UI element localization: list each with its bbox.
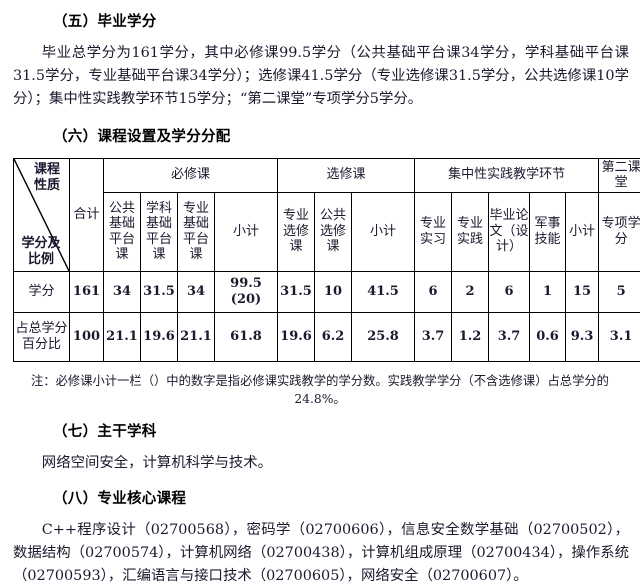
cell-pct-required-subtotal: 61.8: [215, 312, 278, 361]
spacer-before-note: [0, 362, 640, 372]
spacer-after-heading-five: [0, 31, 640, 42]
cell-pct-elective-subtotal: 25.8: [352, 312, 415, 361]
subheader-required-subtotal: 小计: [215, 192, 278, 271]
section-seven-paragraph: 网络空间安全，计算机科学与技术。: [0, 452, 640, 475]
spacer-before-heading-seven: [0, 408, 640, 420]
cell-credits-major-basic: 34: [178, 271, 215, 312]
cell-pct-total: 100: [70, 312, 104, 361]
cell-pct-special: 3.1: [599, 312, 640, 361]
cell-pct-public-basic: 21.1: [104, 312, 141, 361]
group-header-second-classroom: 第二课堂: [599, 158, 640, 192]
subheader-graduation-thesis: 毕业论文（设计）: [489, 192, 530, 271]
table-sub-header-row: 公共基础平台课 学科基础平台课 专业基础平台课 小计 专业选修课 公共选修课 小…: [14, 192, 640, 271]
cell-credits-elective-subtotal: 41.5: [352, 271, 415, 312]
subheader-major-internship: 专业实习: [415, 192, 452, 271]
cell-credits-discipline-basic: 31.5: [141, 271, 178, 312]
cell-pct-military-skills: 0.6: [530, 312, 566, 361]
group-header-elective: 选修课: [278, 158, 415, 192]
subheader-elective-subtotal: 小计: [352, 192, 415, 271]
cell-pct-major-practice: 1.2: [452, 312, 489, 361]
credits-table-wrapper: 课程性质 学分及比例 合计 必修课 选修课 集中性实践教学环节 第二课堂 公共基…: [0, 158, 640, 362]
spacer-top: [0, 0, 640, 10]
subheader-public-basic-platform: 公共基础平台课: [104, 192, 141, 271]
cell-credits-major-elective: 31.5: [278, 271, 315, 312]
cell-credits-required-subtotal: 99.5 (20): [215, 271, 278, 312]
cell-credits-graduation-thesis: 6: [489, 271, 530, 312]
cell-credits-total: 161: [70, 271, 104, 312]
section-heading-seven: （七）主干学科: [0, 420, 640, 441]
section-heading-six: （六）课程设置及学分分配: [0, 125, 640, 146]
table-note: 注：必修课小计一栏（）中的数字是指必修课实践教学的学分数。实践教学学分（不含选修…: [0, 372, 640, 408]
cell-pct-major-basic: 21.1: [178, 312, 215, 361]
row-label-percentage: 占总学分百分比: [14, 312, 70, 361]
required-subtotal-value: 99.5: [215, 276, 277, 292]
cell-credits-special: 5: [599, 271, 640, 312]
subheader-major-basic-platform: 专业基础平台课: [178, 192, 215, 271]
subheader-discipline-basic-platform: 学科基础平台课: [141, 192, 178, 271]
corner-label-course-nature: 课程性质: [30, 162, 64, 194]
subheader-major-elective: 专业选修课: [278, 192, 315, 271]
subheader-public-elective: 公共选修课: [315, 192, 352, 271]
document-page: （五）毕业学分 毕业总学分为161学分，其中必修课99.5学分（公共基础平台课3…: [0, 0, 640, 550]
cell-credits-military-skills: 1: [530, 271, 566, 312]
subheader-major-practice: 专业实践: [452, 192, 489, 271]
subheader-practice-subtotal: 小计: [566, 192, 599, 271]
cell-credits-practice-subtotal: 15: [566, 271, 599, 312]
row-label-credits: 学分: [14, 271, 70, 312]
cell-credits-major-practice: 2: [452, 271, 489, 312]
corner-label-credit-ratio: 学分及比例: [18, 236, 64, 268]
table-group-header-row: 课程性质 学分及比例 合计 必修课 选修课 集中性实践教学环节 第二课堂: [14, 158, 640, 192]
subheader-special-credits: 专项学分: [599, 192, 640, 271]
section-heading-five: （五）毕业学分: [0, 10, 640, 31]
section-five-paragraph: 毕业总学分为161学分，其中必修课99.5学分（公共基础平台课34学分，学科基础…: [0, 42, 640, 112]
credits-distribution-table: 课程性质 学分及比例 合计 必修课 选修课 集中性实践教学环节 第二课堂 公共基…: [13, 158, 640, 362]
spacer-before-table: [0, 146, 640, 158]
subheader-military-skills: 军事技能: [530, 192, 566, 271]
spacer-after-heading-eight: [0, 508, 640, 519]
cell-pct-practice-subtotal: 9.3: [566, 312, 599, 361]
cell-credits-public-basic: 34: [104, 271, 141, 312]
cell-pct-major-elective: 19.6: [278, 312, 315, 361]
group-header-required: 必修课: [104, 158, 278, 192]
cell-pct-major-internship: 3.7: [415, 312, 452, 361]
cell-credits-public-elective: 10: [315, 271, 352, 312]
table-row: 占总学分百分比 100 21.1 19.6 21.1 61.8 19.6 6.2…: [14, 312, 640, 361]
cell-pct-public-elective: 6.2: [315, 312, 352, 361]
section-eight-paragraph: C++程序设计（02700568），密码学（02700606），信息安全数学基础…: [0, 519, 640, 588]
spacer-after-heading-seven: [0, 441, 640, 452]
spacer-before-heading-six: [0, 112, 640, 125]
cell-pct-discipline-basic: 19.6: [141, 312, 178, 361]
table-row: 学分 161 34 31.5 34 99.5 (20) 31.5 10 41.5…: [14, 271, 640, 312]
cell-credits-major-internship: 6: [415, 271, 452, 312]
section-heading-eight: （八）专业核心课程: [0, 487, 640, 508]
required-subtotal-paren: (20): [215, 292, 277, 308]
group-header-practice: 集中性实践教学环节: [415, 158, 599, 192]
cell-pct-graduation-thesis: 3.7: [489, 312, 530, 361]
corner-diagonal-cell: 课程性质 学分及比例: [14, 158, 70, 271]
header-total: 合计: [70, 158, 104, 271]
spacer-before-heading-eight: [0, 475, 640, 487]
